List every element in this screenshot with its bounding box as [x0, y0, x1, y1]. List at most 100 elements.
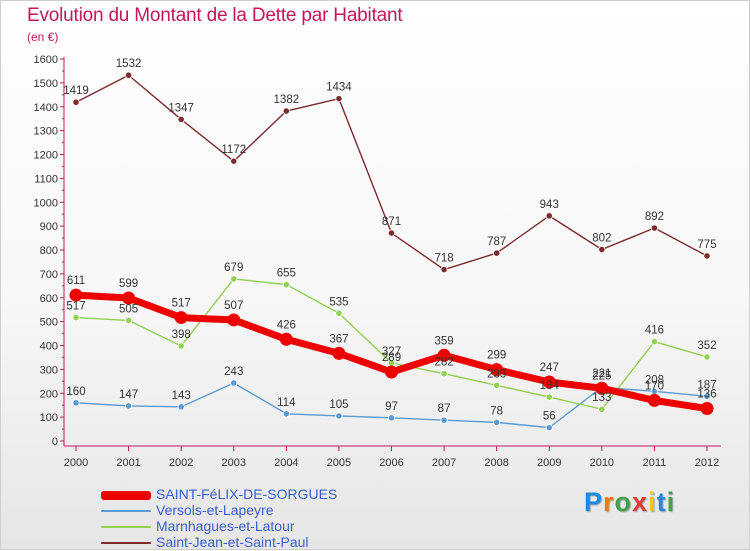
y-tick-label: 0 — [52, 436, 58, 448]
data-label: 1434 — [326, 82, 352, 94]
data-label: 170 — [645, 380, 664, 392]
data-point — [440, 265, 448, 274]
data-point — [700, 402, 714, 416]
data-label: 97 — [385, 401, 398, 413]
data-label: 184 — [540, 380, 560, 392]
data-point — [493, 418, 501, 426]
data-label: 1172 — [221, 144, 246, 156]
data-point — [227, 313, 241, 327]
data-point — [124, 402, 133, 410]
data-label: 398 — [172, 329, 191, 341]
y-tick-label: 1100 — [34, 173, 58, 185]
data-label: 160 — [66, 386, 85, 398]
data-point — [124, 71, 133, 79]
data-point — [595, 381, 609, 395]
data-point — [542, 375, 556, 389]
y-tick-label: 500 — [40, 317, 58, 329]
data-label: 282 — [434, 357, 453, 369]
data-point — [174, 311, 188, 325]
data-label: 327 — [382, 346, 401, 358]
x-tick-label: 2001 — [116, 457, 140, 469]
data-label: 143 — [172, 390, 191, 402]
data-label: 56 — [543, 411, 556, 423]
x-tick-label: 2012 — [695, 457, 719, 469]
data-label: 611 — [67, 275, 85, 287]
logo-letter: i — [666, 487, 676, 517]
x-tick-label: 2005 — [327, 457, 351, 469]
legend-label: SAINT-FéLIX-DE-SORGUES — [156, 486, 338, 502]
x-tick-label: 2003 — [222, 457, 246, 469]
y-tick-label: 1600 — [34, 54, 58, 66]
x-tick-label: 2009 — [537, 457, 561, 469]
y-tick-label: 600 — [40, 293, 58, 305]
x-tick-label: 2007 — [432, 457, 456, 469]
y-tick-label: 400 — [40, 341, 58, 353]
data-point — [230, 275, 238, 283]
data-point — [69, 288, 83, 302]
data-label: 655 — [277, 268, 296, 280]
chart-title: Evolution du Montant de la Dette par Hab… — [27, 5, 403, 26]
data-label: 426 — [277, 319, 296, 331]
y-tick-label: 900 — [40, 221, 58, 233]
data-label: 943 — [540, 199, 559, 211]
data-label: 243 — [224, 366, 243, 378]
logo-letter: i — [648, 487, 657, 517]
legend-item: SAINT-FéLIX-DE-SORGUES — [101, 486, 401, 503]
logo-letter: o — [614, 487, 633, 517]
data-point — [72, 399, 80, 407]
data-point — [124, 316, 133, 325]
data-label: 679 — [224, 262, 243, 274]
data-point — [335, 309, 343, 317]
data-point — [279, 332, 293, 346]
x-tick-label: 2008 — [484, 457, 508, 469]
chart-subtitle: (en €) — [27, 30, 59, 44]
y-tick-label: 300 — [40, 364, 58, 376]
data-label: 359 — [434, 335, 453, 347]
data-label: 599 — [119, 278, 138, 290]
data-label: 299 — [487, 350, 506, 362]
data-point — [440, 416, 448, 424]
data-point — [387, 229, 396, 237]
data-label: 1347 — [168, 102, 194, 114]
proxiti-logo: Proxiti — [584, 487, 675, 518]
legend-item: Versols-et-Lapeyre — [101, 502, 401, 519]
data-label: 187 — [697, 379, 716, 391]
data-point — [335, 412, 343, 420]
data-point — [122, 291, 136, 305]
data-point — [545, 393, 553, 401]
x-tick-label: 2010 — [590, 457, 614, 469]
data-point — [72, 98, 80, 106]
data-point — [177, 342, 185, 350]
legend-swatch — [101, 526, 151, 528]
data-point — [335, 95, 343, 103]
data-point — [332, 346, 346, 360]
data-point — [437, 348, 451, 362]
y-tick-label: 1200 — [34, 150, 58, 162]
y-tick-label: 1000 — [34, 197, 58, 209]
legend-swatch — [101, 542, 151, 544]
y-tick-label: 1500 — [34, 78, 58, 90]
series-0 — [69, 288, 714, 416]
data-point — [647, 393, 661, 407]
data-point — [493, 381, 501, 389]
x-tick-label: 2006 — [379, 457, 403, 469]
data-point — [493, 249, 501, 257]
data-label: 505 — [119, 303, 138, 315]
data-label: 147 — [119, 389, 138, 401]
x-tick-label: 2002 — [169, 457, 193, 469]
x-tick-label: 2000 — [64, 457, 88, 469]
data-point — [703, 353, 711, 361]
data-label: 247 — [540, 362, 559, 374]
data-label: 87 — [438, 403, 451, 415]
series-3 — [72, 71, 711, 274]
data-label: 718 — [434, 253, 453, 265]
legend-label: Versols-et-Lapeyre — [156, 502, 274, 518]
data-label: 221 — [592, 368, 611, 380]
data-label: 208 — [645, 374, 664, 386]
y-tick-label: 800 — [40, 245, 58, 257]
legend-label: Marnhagues-et-Latour — [156, 518, 295, 534]
data-label: 535 — [329, 296, 348, 308]
data-point — [703, 392, 711, 400]
logo-letter: P — [584, 487, 604, 517]
